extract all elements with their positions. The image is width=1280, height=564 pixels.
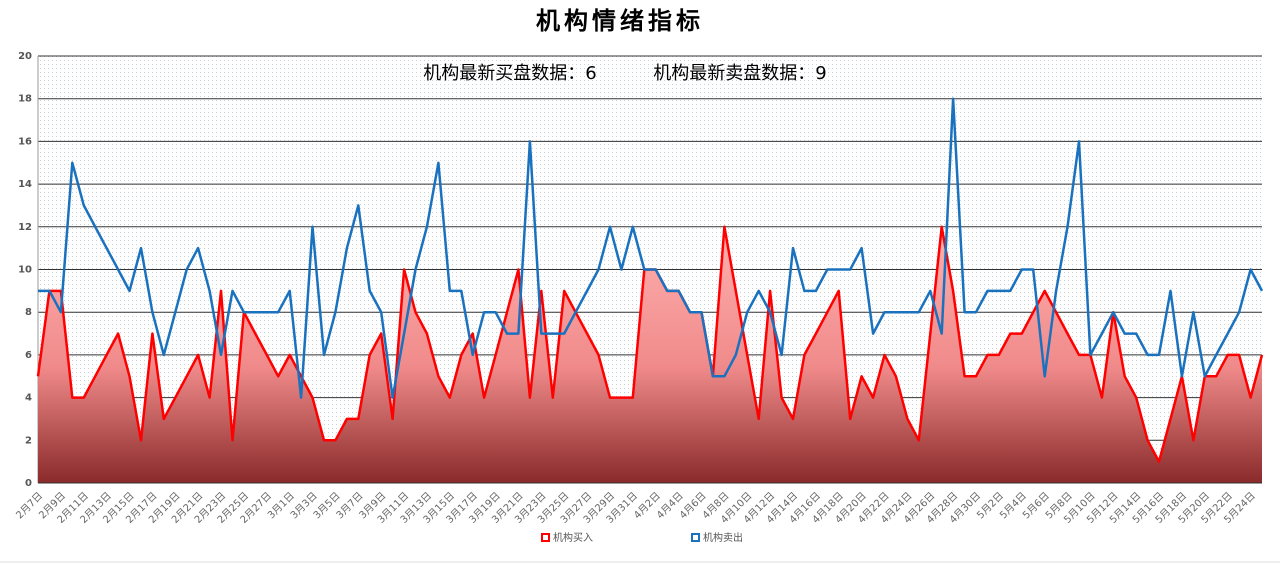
annotation: 机构最新卖盘数据：9 (653, 63, 826, 84)
y-tick-label: 14 (18, 179, 32, 190)
legend-label: 机构卖出 (703, 531, 743, 544)
y-tick-label: 8 (25, 307, 32, 318)
legend-marker (541, 533, 550, 542)
annotation: 机构最新买盘数据：6 (423, 63, 596, 84)
y-tick-label: 16 (18, 136, 32, 147)
legend-marker (691, 533, 700, 542)
chart-title: 机构情绪指标 (536, 7, 704, 35)
y-tick-label: 4 (25, 393, 32, 404)
y-tick-label: 20 (18, 51, 32, 62)
y-tick-label: 0 (25, 478, 32, 489)
y-tick-label: 6 (25, 350, 32, 361)
series-line (38, 97, 1264, 399)
area (38, 226, 1262, 484)
y-tick-label: 2 (25, 435, 32, 446)
y-tick-label: 18 (18, 94, 32, 105)
y-tick-label: 12 (18, 222, 32, 233)
legend-label: 机构买入 (553, 531, 593, 544)
y-tick-label: 10 (18, 265, 32, 276)
